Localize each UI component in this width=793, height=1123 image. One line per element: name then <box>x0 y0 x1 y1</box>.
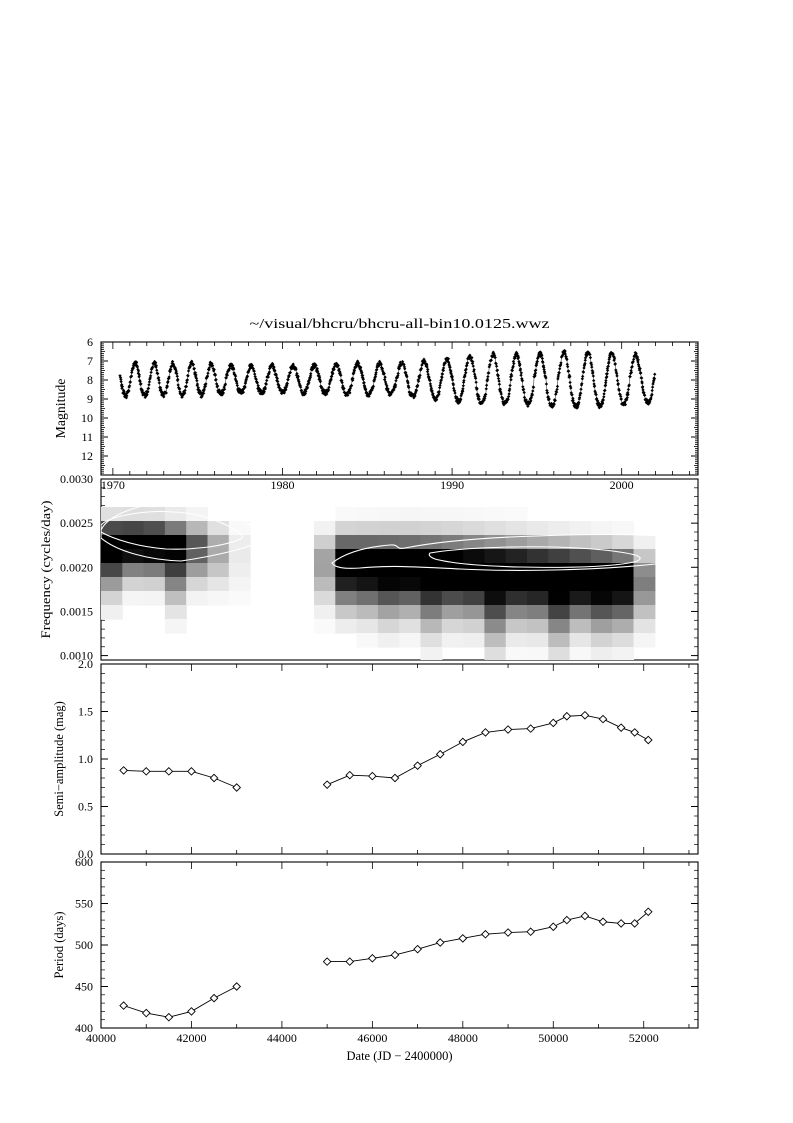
svg-text:11: 11 <box>81 430 93 444</box>
svg-text:1970: 1970 <box>101 478 125 492</box>
svg-text:0.5: 0.5 <box>78 800 93 814</box>
svg-text:500: 500 <box>75 938 93 952</box>
svg-text:40000: 40000 <box>86 1031 116 1045</box>
svg-text:46000: 46000 <box>357 1031 387 1045</box>
svg-text:50000: 50000 <box>538 1031 568 1045</box>
svg-text:10: 10 <box>81 411 93 425</box>
svg-text:7: 7 <box>87 354 93 368</box>
svg-text:0.0025: 0.0025 <box>60 516 93 530</box>
svg-text:12: 12 <box>81 449 93 463</box>
svg-text:44000: 44000 <box>267 1031 297 1045</box>
svg-text:Frequency (cycles/day): Frequency (cycles/day) <box>39 501 53 639</box>
svg-text:1.0: 1.0 <box>78 752 93 766</box>
svg-text:8: 8 <box>87 373 93 387</box>
svg-text:2.0: 2.0 <box>78 657 93 671</box>
svg-text:1980: 1980 <box>270 478 294 492</box>
svg-text:550: 550 <box>75 897 93 911</box>
svg-text:2000: 2000 <box>610 478 634 492</box>
svg-text:600: 600 <box>75 855 93 869</box>
svg-text:0.0030: 0.0030 <box>60 472 93 486</box>
svg-text:1.5: 1.5 <box>78 705 93 719</box>
svg-text:6: 6 <box>87 335 93 349</box>
svg-text:48000: 48000 <box>448 1031 478 1045</box>
svg-text:~/visual/bhcru/bhcru-all-bin10: ~/visual/bhcru/bhcru-all-bin10.0125.wwz <box>250 316 550 331</box>
svg-text:0.0020: 0.0020 <box>60 560 93 574</box>
svg-text:Semi−amplitude (mag): Semi−amplitude (mag) <box>52 701 66 817</box>
svg-text:1990: 1990 <box>440 478 464 492</box>
svg-text:450: 450 <box>75 980 93 994</box>
svg-text:9: 9 <box>87 392 93 406</box>
svg-text:52000: 52000 <box>629 1031 659 1045</box>
svg-text:Date (JD − 2400000): Date (JD − 2400000) <box>347 1049 453 1063</box>
svg-text:42000: 42000 <box>176 1031 206 1045</box>
svg-text:Period (days): Period (days) <box>52 912 66 979</box>
svg-text:Magnitude: Magnitude <box>53 379 68 439</box>
svg-text:0.0015: 0.0015 <box>60 604 93 618</box>
